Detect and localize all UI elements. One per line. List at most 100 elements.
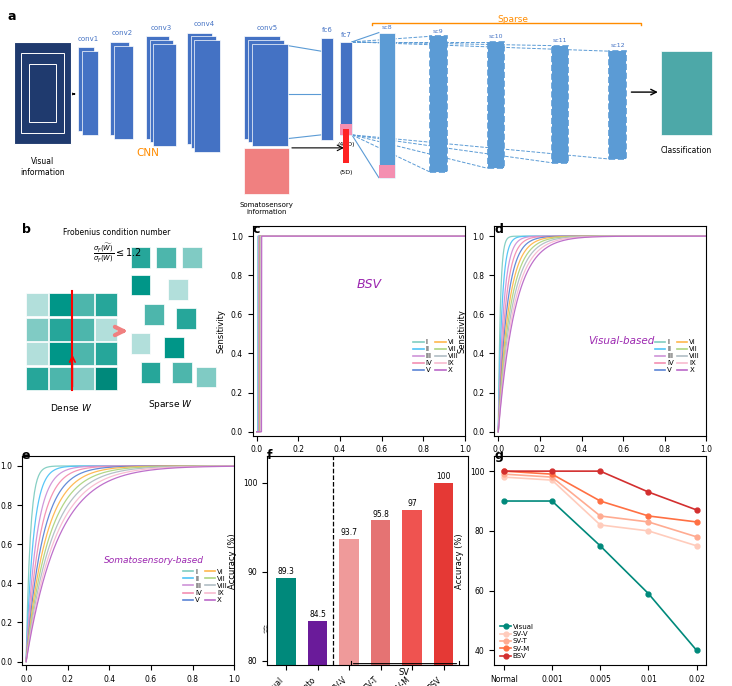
FancyBboxPatch shape	[194, 40, 220, 152]
Legend: I, II, III, IV, V, VI, VII, VIII, IX, X: I, II, III, IV, V, VI, VII, VIII, IX, X	[411, 336, 461, 376]
Text: fc7: fc7	[340, 32, 351, 38]
FancyBboxPatch shape	[72, 342, 94, 365]
FancyBboxPatch shape	[26, 342, 48, 365]
Text: (48D): (48D)	[337, 142, 355, 147]
Bar	[308, 621, 327, 686]
Line: SV-M: SV-M	[501, 469, 699, 524]
Y-axis label: Accuracy (%): Accuracy (%)	[228, 533, 237, 589]
FancyBboxPatch shape	[141, 362, 160, 383]
Y-axis label: Accuracy (%): Accuracy (%)	[455, 533, 464, 589]
FancyBboxPatch shape	[81, 51, 98, 135]
FancyBboxPatch shape	[131, 248, 151, 268]
FancyBboxPatch shape	[660, 51, 712, 135]
FancyBboxPatch shape	[49, 293, 71, 316]
FancyBboxPatch shape	[78, 47, 94, 131]
BSV	[548, 467, 556, 475]
Text: f: f	[267, 449, 273, 462]
Line: BSV: BSV	[501, 469, 699, 512]
FancyBboxPatch shape	[157, 248, 176, 268]
Text: 97: 97	[407, 499, 417, 508]
Text: Frobenius condition number: Frobenius condition number	[63, 228, 171, 237]
SV-T	[644, 518, 653, 526]
Text: Visual
information: Visual information	[20, 157, 65, 176]
Line: SV-V: SV-V	[501, 475, 699, 548]
Text: conv1: conv1	[78, 36, 99, 42]
Text: $\frac{\sigma_F(\widetilde{W})}{\sigma_F(W)} \leq 1.2$: $\frac{\sigma_F(\widetilde{W})}{\sigma_F…	[92, 241, 141, 265]
Text: BSV: BSV	[356, 279, 382, 292]
Text: Sparse $W$: Sparse $W$	[148, 398, 193, 411]
Text: (5D): (5D)	[340, 170, 353, 175]
Bar	[403, 510, 422, 686]
FancyBboxPatch shape	[49, 318, 71, 341]
FancyBboxPatch shape	[378, 33, 395, 178]
FancyBboxPatch shape	[146, 36, 168, 139]
SV-M	[596, 497, 605, 505]
Text: Sparse: Sparse	[498, 15, 529, 24]
Text: Somatosensory-based: Somatosensory-based	[103, 556, 203, 565]
Text: c: c	[253, 223, 260, 236]
Bar	[371, 520, 390, 686]
Text: b: b	[22, 223, 31, 236]
Visual	[548, 497, 556, 505]
Text: Visual-based: Visual-based	[589, 336, 654, 346]
FancyBboxPatch shape	[182, 248, 202, 268]
FancyBboxPatch shape	[26, 293, 48, 316]
FancyBboxPatch shape	[26, 318, 48, 341]
SV-M	[548, 470, 556, 478]
Text: g: g	[494, 449, 503, 462]
Line: Visual: Visual	[501, 499, 699, 653]
Visual	[596, 542, 605, 550]
FancyBboxPatch shape	[95, 293, 117, 316]
SV-T	[499, 470, 508, 478]
Text: 93.7: 93.7	[340, 528, 358, 537]
Legend: Visual, SV-V, SV-T, SV-M, BSV: Visual, SV-V, SV-T, SV-M, BSV	[498, 621, 537, 662]
SV-M	[644, 512, 653, 520]
X-axis label: 1 – specificity: 1 – specificity	[572, 460, 629, 469]
FancyBboxPatch shape	[149, 40, 173, 142]
FancyBboxPatch shape	[95, 342, 117, 365]
Bar	[340, 539, 359, 686]
FancyBboxPatch shape	[187, 33, 212, 144]
FancyBboxPatch shape	[488, 42, 504, 168]
Text: 95.8: 95.8	[372, 510, 389, 519]
FancyBboxPatch shape	[172, 362, 192, 383]
FancyBboxPatch shape	[321, 38, 332, 141]
Text: SV: SV	[399, 668, 410, 677]
FancyBboxPatch shape	[190, 36, 216, 148]
SV-V	[499, 473, 508, 482]
FancyBboxPatch shape	[72, 366, 94, 390]
FancyBboxPatch shape	[168, 279, 188, 300]
Text: 84.5: 84.5	[309, 610, 326, 619]
FancyBboxPatch shape	[153, 44, 176, 146]
Text: sc10: sc10	[489, 34, 504, 39]
FancyBboxPatch shape	[244, 36, 280, 139]
SV-V	[644, 527, 653, 535]
FancyBboxPatch shape	[72, 293, 94, 316]
Text: conv3: conv3	[150, 25, 172, 31]
Text: sc11: sc11	[553, 38, 567, 43]
Text: conv2: conv2	[112, 30, 133, 36]
SV-M	[692, 518, 701, 526]
BSV	[692, 506, 701, 514]
Legend: I, II, III, IV, V, VI, VII, VIII, IX, X: I, II, III, IV, V, VI, VII, VIII, IX, X	[180, 566, 231, 606]
FancyBboxPatch shape	[131, 274, 151, 296]
FancyBboxPatch shape	[49, 366, 71, 390]
FancyBboxPatch shape	[72, 318, 94, 341]
FancyBboxPatch shape	[430, 36, 447, 172]
Y-axis label: Sensitivity: Sensitivity	[458, 309, 467, 353]
Text: //: //	[261, 625, 269, 635]
Text: Dense $W$: Dense $W$	[51, 402, 92, 413]
FancyBboxPatch shape	[95, 318, 117, 341]
Text: sc9: sc9	[433, 29, 444, 34]
SV-T	[692, 533, 701, 541]
SV-V	[548, 476, 556, 484]
Y-axis label: Sensitivity: Sensitivity	[216, 309, 225, 353]
FancyBboxPatch shape	[164, 338, 184, 358]
FancyBboxPatch shape	[144, 304, 164, 324]
Line: SV-T: SV-T	[501, 472, 699, 539]
Text: Classification: Classification	[660, 146, 712, 155]
FancyBboxPatch shape	[252, 44, 288, 146]
FancyBboxPatch shape	[196, 366, 216, 388]
Text: fc6: fc6	[321, 27, 332, 33]
Visual	[499, 497, 508, 505]
